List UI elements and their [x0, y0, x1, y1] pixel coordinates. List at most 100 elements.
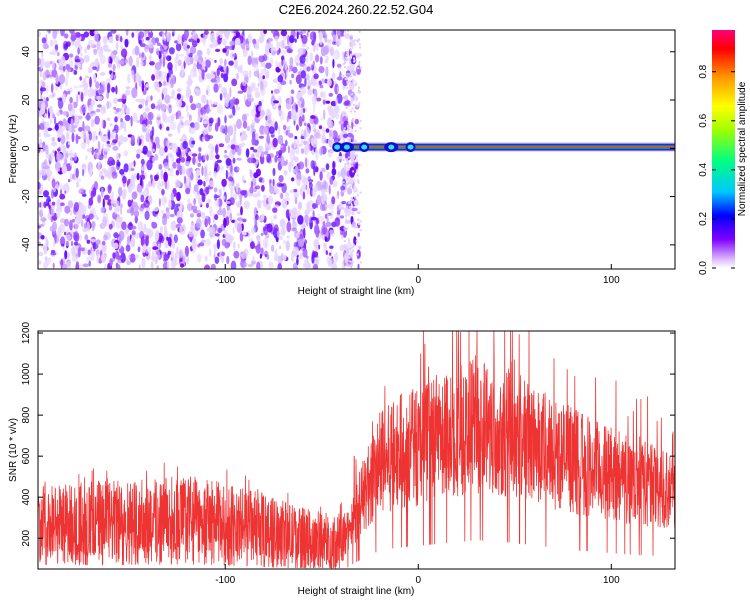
heatmap-cell — [106, 82, 111, 94]
heatmap-cell — [145, 99, 148, 107]
heatmap-cell — [77, 91, 80, 95]
heatmap-cell — [239, 64, 243, 74]
heatmap-cell — [161, 195, 167, 206]
heatmap-cell — [203, 180, 206, 187]
heatmap-cell — [325, 100, 331, 104]
heatmap-cell — [236, 118, 242, 130]
heatmap-cell — [241, 114, 248, 122]
heatmap-cell — [319, 38, 323, 46]
heatmap-cell — [134, 254, 139, 259]
heatmap-cell — [204, 264, 211, 269]
heatmap-cell — [324, 58, 328, 64]
heatmap-cell — [118, 230, 125, 242]
heatmap-cell — [294, 156, 299, 163]
heatmap-cell — [270, 30, 277, 34]
heatmap-cell — [196, 218, 202, 229]
heatmap-cell — [193, 184, 199, 193]
heatmap-cell — [56, 211, 61, 219]
heatmap-cell — [111, 86, 116, 93]
heatmap-cell — [78, 263, 85, 269]
carrier-peak — [341, 146, 675, 148]
heatmap-cell — [252, 149, 258, 153]
heatmap-cell — [50, 207, 55, 217]
heatmap-cell — [353, 95, 356, 98]
heatmap-cell — [260, 232, 264, 236]
heatmap-cell — [154, 249, 161, 260]
heatmap-cell — [307, 88, 313, 96]
heatmap-cell — [196, 169, 201, 177]
heatmap-cell — [146, 159, 153, 171]
heatmap-cell — [350, 97, 353, 100]
heatmap-cell — [87, 249, 91, 256]
heatmap-cell — [128, 254, 131, 259]
heatmap-cell — [280, 30, 288, 37]
heatmap-cell — [342, 57, 345, 60]
heatmap-cell — [347, 66, 350, 69]
heatmap-cell — [49, 118, 53, 125]
heatmap-cell — [232, 96, 236, 103]
heatmap-cell — [321, 224, 328, 234]
heatmap-cell — [288, 65, 291, 73]
heatmap-cell — [306, 66, 311, 72]
heatmap-cell — [182, 140, 188, 150]
heatmap-cell — [182, 252, 187, 263]
heatmap-cell — [65, 240, 70, 247]
heatmap-cell — [286, 69, 289, 77]
heatmap-cell — [343, 127, 346, 130]
heatmap-cell — [349, 75, 352, 78]
heatmap-cell — [178, 116, 185, 120]
heatmap-cell — [145, 83, 149, 88]
heatmap-cell — [106, 100, 109, 110]
heatmap-cell — [343, 227, 346, 230]
heatmap-cell — [353, 39, 356, 42]
heatmap-cell — [323, 109, 326, 120]
heatmap-cell — [235, 106, 241, 111]
heatmap-cell — [56, 207, 59, 213]
heatmap-cell — [234, 124, 237, 135]
heatmap-cell — [274, 248, 278, 255]
heatmap-cell — [221, 38, 228, 46]
heatmap-cell — [354, 83, 357, 86]
heatmap-cell — [139, 98, 146, 104]
heatmap-cell — [327, 203, 335, 210]
heatmap-cell — [127, 183, 133, 193]
heatmap-cell — [344, 56, 347, 59]
heatmap-cell — [344, 168, 347, 171]
heatmap-cell — [85, 155, 88, 160]
heatmap-cell — [161, 87, 168, 95]
heatmap-cell — [59, 184, 64, 190]
heatmap-cell — [101, 136, 106, 143]
heatmap-cell — [285, 139, 288, 147]
heatmap-cell — [103, 194, 110, 200]
heatmap-cell — [159, 123, 162, 130]
heatmap-cell — [252, 255, 255, 262]
heatmap-cell — [148, 141, 153, 150]
heatmap-cell — [291, 227, 298, 232]
heatmap-cell — [196, 38, 200, 44]
spectrogram-ticks: -100 0 100 -40 -20 0 20 40 — [21, 46, 675, 286]
heatmap-cell — [350, 247, 353, 250]
heatmap-cell — [217, 227, 223, 233]
carrier-blob-core — [334, 144, 341, 150]
heatmap-cell — [188, 151, 193, 157]
heatmap-cell — [124, 59, 128, 64]
heatmap-cell — [345, 216, 348, 225]
heatmap-cell — [289, 152, 296, 161]
heatmap-cell — [80, 52, 83, 57]
heatmap-cell — [351, 40, 354, 50]
heatmap-cell — [226, 204, 230, 211]
heatmap-cell — [174, 56, 179, 64]
heatmap-cell — [264, 142, 269, 148]
heatmap-cell — [69, 149, 73, 160]
heatmap-cell — [309, 52, 314, 62]
heatmap-cell — [336, 63, 342, 68]
heatmap-cell — [40, 235, 45, 240]
heatmap-cell — [250, 169, 253, 179]
heatmap-cell — [314, 224, 320, 236]
heatmap-cell — [352, 243, 355, 246]
heatmap-cell — [146, 117, 150, 128]
heatmap-cell — [161, 251, 166, 256]
heatmap-cell — [359, 120, 362, 123]
heatmap-cell — [136, 119, 141, 124]
heatmap-cell — [327, 39, 334, 43]
